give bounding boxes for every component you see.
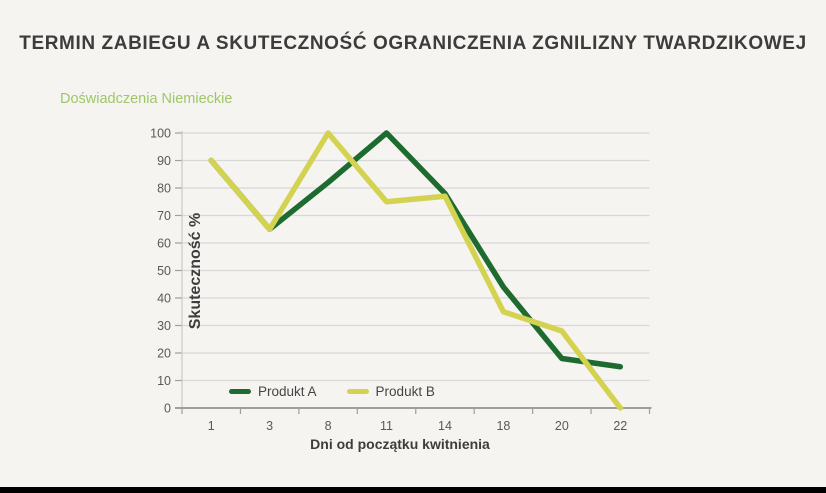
y-axis-title: Skuteczność % — [187, 212, 204, 330]
y-tick-label: 80 — [157, 182, 171, 196]
x-tick-label: 22 — [613, 419, 627, 433]
y-tick-label: 60 — [157, 237, 171, 251]
y-tick-label: 0 — [164, 402, 171, 416]
x-tick-label: 18 — [496, 419, 510, 433]
x-tick-label: 3 — [266, 419, 273, 433]
legend-item-produkt-a: Produkt A — [229, 384, 317, 399]
y-tick-label: 10 — [157, 374, 171, 388]
page-title: TERMIN ZABIEGU A SKUTECZNOŚĆ OGRANICZENI… — [19, 33, 807, 54]
legend-label-produkt-a: Produkt A — [258, 384, 317, 399]
y-tick-label: 100 — [150, 127, 171, 141]
bottom-bar — [0, 487, 826, 493]
x-tick-label: 8 — [325, 419, 332, 433]
series-line-produkt-a — [208, 130, 624, 370]
y-tick-label: 90 — [157, 154, 171, 168]
series-line-produkt-b — [208, 130, 624, 411]
produkt-a-line-swatch — [229, 388, 251, 395]
y-tick-label: 30 — [157, 319, 171, 333]
y-tick-label: 70 — [157, 209, 171, 223]
x-axis-title: Dni od początku kwitnienia — [310, 436, 490, 452]
chart-legend: Produkt A Produkt B — [229, 384, 435, 399]
chart-subtitle: Doświadczenia Niemieckie — [60, 91, 233, 107]
x-tick-label: 11 — [380, 419, 393, 433]
legend-label-produkt-b: Produkt B — [375, 384, 435, 399]
y-tick-label: 20 — [157, 347, 171, 361]
x-tick-label: 20 — [555, 419, 569, 433]
x-tick-label: 1 — [208, 419, 215, 433]
x-tick-label: 14 — [438, 419, 452, 433]
legend-item-produkt-b: Produkt B — [346, 384, 435, 399]
produkt-b-line-swatch — [346, 388, 369, 395]
y-tick-label: 40 — [157, 292, 171, 306]
y-tick-label: 50 — [157, 264, 171, 278]
